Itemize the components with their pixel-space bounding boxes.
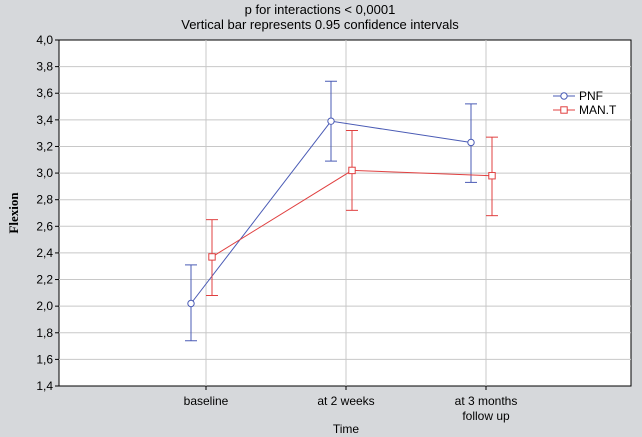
y-tick-label: 2,0 [36, 299, 53, 313]
legend-marker [560, 92, 568, 100]
x-tick-label: baseline [184, 394, 229, 408]
y-tick-label: 4,0 [36, 33, 53, 47]
data-point [467, 138, 475, 147]
data-point [187, 299, 195, 308]
data-point [488, 172, 496, 180]
series-man-t [206, 129, 498, 297]
y-tick-label: 2,4 [36, 246, 53, 260]
legend-marker [560, 106, 568, 114]
x-tick-label: at 3 months [455, 394, 518, 408]
legend-item: PNF [553, 89, 603, 103]
y-axis-label: Flexion [6, 192, 21, 234]
y-tick-label: 3,8 [36, 60, 53, 74]
y-tick-label: 3,4 [36, 113, 53, 127]
x-tick-label: follow up [462, 409, 510, 423]
y-tick-label: 1,6 [36, 352, 53, 366]
series-pnf [185, 80, 477, 342]
y-tick-label: 2,6 [36, 219, 53, 233]
legend-label: MAN.T [579, 103, 617, 117]
axis-layer: 1,4 1,6 1,8 2,0 2,2 2,4 2,6 2,8 3,0 3,2 3,4 3,6 3,8 4… [36, 33, 517, 423]
y-tick-label: 3,2 [36, 139, 53, 153]
chart-title: p for interactions < 0,0001 [245, 2, 396, 17]
y-tick-label: 2,2 [36, 273, 53, 287]
data-point [348, 166, 356, 175]
chart-subtitle: Vertical bar represents 0.95 confidence … [181, 17, 459, 32]
y-tick-label: 1,8 [36, 326, 53, 340]
x-axis-label: Time [333, 422, 360, 436]
y-tick-label: 3,0 [36, 166, 53, 180]
y-tick-label: 3,6 [36, 86, 53, 100]
plot-area [58, 39, 632, 387]
series-layer [185, 80, 498, 342]
data-point [327, 117, 335, 125]
legend-label: PNF [579, 89, 603, 103]
y-tick-label: 2,8 [36, 193, 53, 207]
x-tick-label: at 2 weeks [317, 394, 374, 408]
grid-layer [59, 40, 631, 386]
data-point [208, 253, 216, 261]
y-tick-label: 1,4 [36, 379, 53, 393]
legend-item: MAN.T [553, 103, 617, 117]
